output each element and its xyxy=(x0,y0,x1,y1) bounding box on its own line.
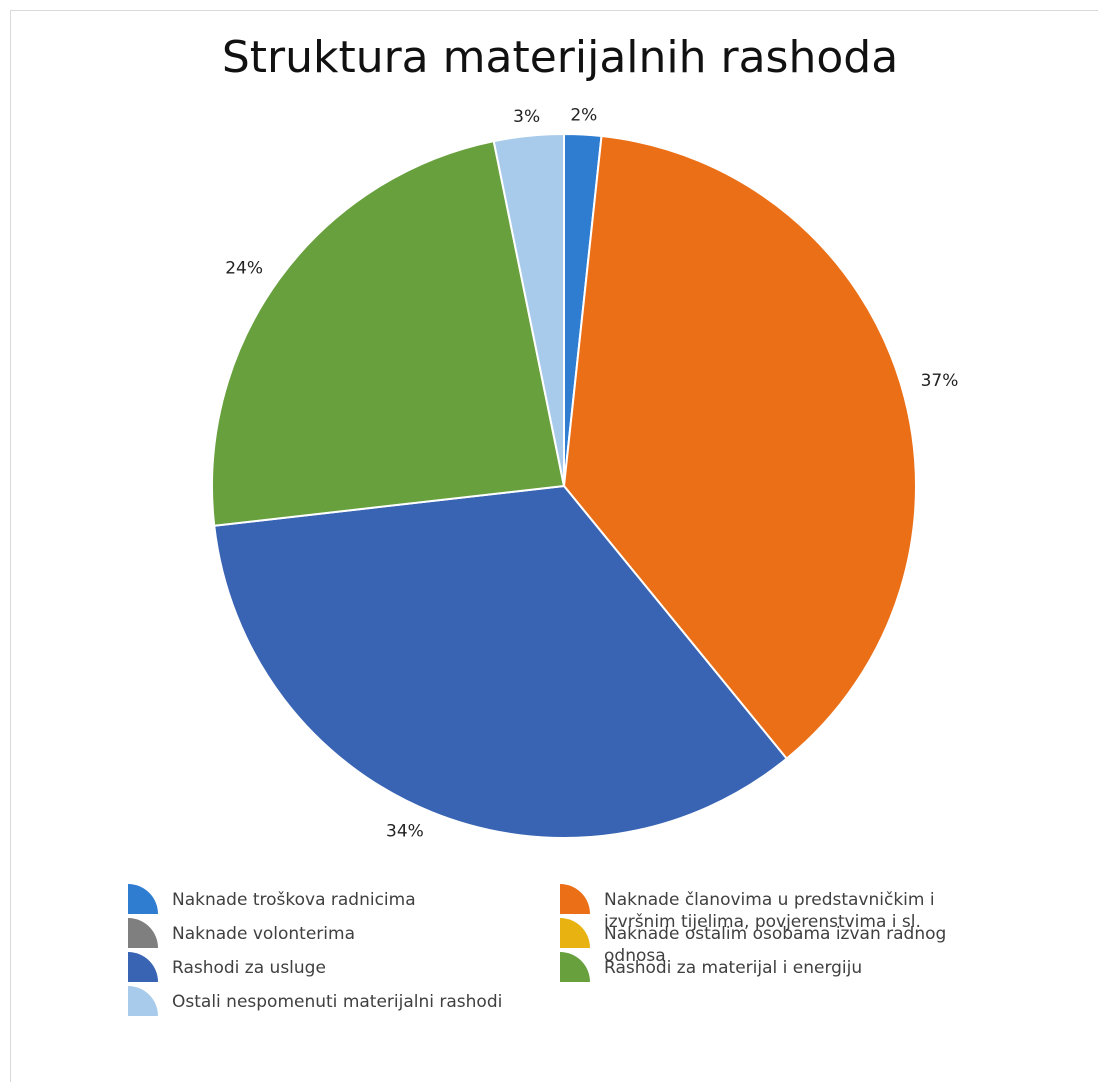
chart-frame xyxy=(10,10,1098,1082)
legend-label-5: Rashodi za materijal i energiju xyxy=(604,958,862,978)
legend-label-3: Naknade ostalim osobama izvan radnog odno… xyxy=(604,924,946,966)
data-label-0: 2% xyxy=(570,106,597,126)
legend-label-6: Ostali nespomenuti materijalni rashodi xyxy=(172,992,502,1012)
data-label-6: 3% xyxy=(513,107,540,127)
data-label-5: 24% xyxy=(225,258,263,278)
pie-slice-6 xyxy=(492,132,565,487)
legend-key-3 xyxy=(560,918,590,948)
legend-key-0 xyxy=(128,884,158,914)
legend-key-6 xyxy=(128,986,158,1016)
data-labels: 2% 37% 34% 24% 3% xyxy=(225,106,958,842)
legend-label-0: Naknade troškova radnicima xyxy=(172,890,416,910)
chart-title: Struktura materijalnih rashoda xyxy=(222,32,898,83)
pie-slices xyxy=(211,132,917,839)
legend-label-1: Naknade članovima u predstavničkim i izvr… xyxy=(604,890,935,932)
legend-label-4: Rashodi za usluge xyxy=(172,958,326,978)
pie-slice-4 xyxy=(213,484,789,839)
legend-key-5 xyxy=(560,952,590,982)
data-label-1: 37% xyxy=(921,371,959,391)
legend-key-1 xyxy=(560,884,590,914)
pie-slice-5 xyxy=(211,139,566,527)
legend-key-2 xyxy=(128,918,158,948)
legend-key-4 xyxy=(128,952,158,982)
legend: Naknade troškova radnicima Naknade članov… xyxy=(128,884,946,1016)
pie-slice-1 xyxy=(562,134,917,761)
legend-label-2: Naknade volonterima xyxy=(172,924,355,944)
data-label-4: 34% xyxy=(386,822,424,842)
